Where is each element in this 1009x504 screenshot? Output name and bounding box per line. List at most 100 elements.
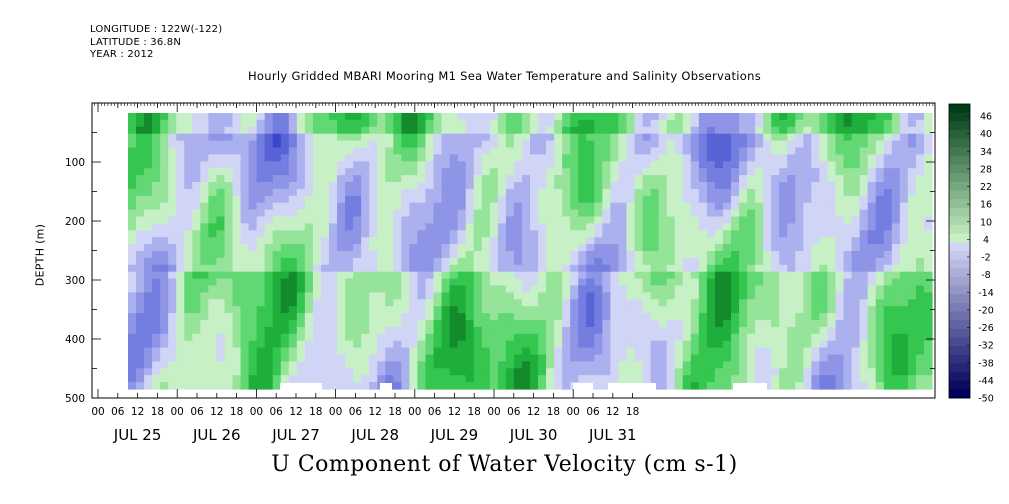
heatmap-cell: [497, 182, 507, 190]
heatmap-cell: [626, 113, 636, 121]
heatmap-cell: [891, 340, 901, 349]
heatmap-cell: [803, 251, 812, 259]
heatmap-cell: [722, 285, 732, 293]
heatmap-cell: [851, 375, 861, 383]
heatmap-cell: [554, 333, 563, 342]
heatmap-cell: [417, 188, 427, 197]
heatmap-cell: [192, 354, 201, 362]
heatmap-cell: [722, 354, 732, 362]
heatmap-cell: [883, 354, 893, 362]
heatmap-cell: [851, 126, 861, 135]
heatmap-cell: [722, 175, 732, 183]
heatmap-cell: [216, 278, 226, 287]
heatmap-cell: [554, 223, 563, 231]
heatmap-cell: [465, 168, 475, 176]
heatmap-cell: [530, 368, 539, 376]
heatmap-cell: [345, 230, 354, 238]
heatmap-cell: [497, 161, 507, 169]
heatmap-cell: [803, 382, 812, 390]
heatmap-cell: [208, 195, 218, 204]
heatmap-cell: [280, 230, 290, 238]
heatmap-cell: [755, 320, 764, 328]
heatmap-cell: [674, 175, 684, 183]
heatmap-cell: [361, 292, 370, 300]
heatmap-cell: [626, 175, 636, 183]
heatmap-cell: [771, 188, 780, 197]
heatmap-cell: [883, 188, 893, 197]
heatmap-cell: [546, 354, 555, 362]
heatmap-cell: [795, 382, 804, 390]
heatmap-cell: [642, 195, 652, 204]
heatmap-cell: [473, 271, 483, 280]
heatmap-cell: [417, 264, 427, 273]
x-day-label: JUL 29: [430, 426, 479, 444]
heatmap-cell: [811, 209, 821, 218]
heatmap-cell: [731, 202, 740, 211]
heatmap-cell: [795, 285, 804, 293]
heatmap-cell: [481, 306, 491, 314]
heatmap-cell: [666, 216, 676, 224]
heatmap-cell: [538, 347, 547, 356]
heatmap-cell: [513, 333, 523, 342]
heatmap-cell: [184, 313, 193, 321]
heatmap-cell: [200, 126, 209, 135]
heatmap-cell: [136, 188, 145, 197]
heatmap-cell: [320, 354, 330, 362]
heatmap-cell: [521, 326, 531, 335]
heatmap-cell: [722, 313, 732, 321]
heatmap-cell: [409, 140, 419, 149]
heatmap-cell: [875, 202, 885, 211]
heatmap-cell: [152, 354, 161, 362]
heatmap-cell: [216, 264, 226, 273]
heatmap-cell: [578, 333, 587, 342]
heatmap-cell: [345, 299, 354, 307]
heatmap-cell: [200, 313, 209, 321]
heatmap-cell: [562, 161, 571, 169]
heatmap-cell: [433, 333, 443, 342]
heatmap-cell: [184, 292, 193, 300]
heatmap-cell: [811, 251, 821, 259]
heatmap-cell: [650, 209, 660, 218]
heatmap-cell: [377, 175, 386, 183]
heatmap-cell: [320, 257, 330, 266]
heatmap-cell: [521, 299, 531, 307]
heatmap-cell: [369, 361, 378, 369]
heatmap-cell: [642, 278, 652, 287]
heatmap-cell: [602, 340, 611, 349]
heatmap-cell: [907, 126, 917, 135]
heatmap-cell: [176, 313, 185, 321]
heatmap-cell: [433, 368, 443, 376]
heatmap-cell: [353, 285, 362, 293]
heatmap-cell: [457, 264, 467, 273]
heatmap-cell: [578, 140, 587, 149]
heatmap-cell: [152, 251, 161, 259]
heatmap-cell: [674, 237, 684, 245]
heatmap-cell: [586, 361, 595, 369]
heatmap-cell: [666, 140, 676, 149]
heatmap-cell: [915, 278, 925, 287]
heatmap-cell: [176, 147, 185, 155]
heatmap-cell: [642, 237, 652, 245]
heatmap-cell: [771, 237, 780, 245]
heatmap-cell: [554, 140, 563, 149]
heatmap-cell: [714, 168, 724, 176]
heatmap-cell: [835, 168, 845, 176]
heatmap-cell: [827, 216, 837, 224]
heatmap-cell: [417, 299, 427, 307]
heatmap-cell: [272, 188, 282, 197]
heatmap-cell: [248, 361, 258, 369]
heatmap-cell: [513, 326, 523, 335]
heatmap-cell: [304, 216, 314, 224]
heatmap-cell: [505, 113, 515, 121]
heatmap-cell: [722, 223, 732, 231]
heatmap-cell: [706, 368, 716, 376]
heatmap-cell: [634, 161, 644, 169]
heatmap-cell: [771, 133, 780, 142]
heatmap-cell: [907, 368, 917, 376]
heatmap-cell: [184, 161, 193, 169]
heatmap-cell: [152, 133, 161, 142]
heatmap-cell: [296, 278, 306, 287]
heatmap-cell: [883, 313, 893, 321]
heatmap-cell: [835, 195, 845, 204]
heatmap-cell: [489, 271, 499, 280]
